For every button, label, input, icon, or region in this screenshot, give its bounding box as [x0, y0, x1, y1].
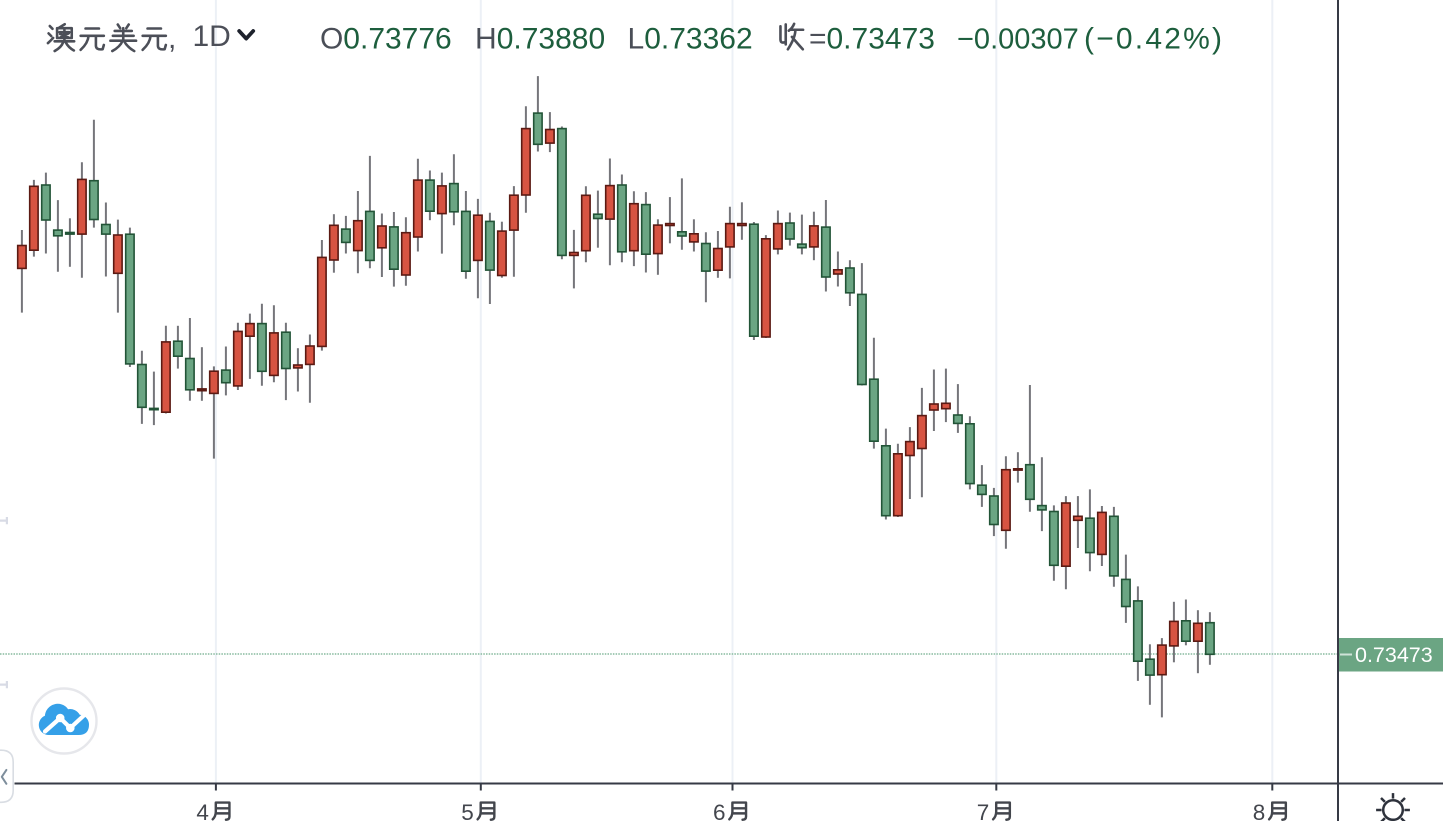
- svg-text:0.73473: 0.73473: [1355, 643, 1433, 667]
- svg-text:H: H: [475, 23, 497, 56]
- svg-text:O: O: [320, 23, 343, 56]
- svg-text:4: 4: [196, 800, 209, 821]
- svg-text:−0.00307: −0.00307: [957, 24, 1079, 56]
- svg-text:0.73776: 0.73776: [343, 23, 451, 56]
- svg-text:5: 5: [461, 800, 474, 821]
- svg-text:0.73473: 0.73473: [827, 23, 935, 56]
- svg-text:6: 6: [713, 800, 726, 821]
- svg-text:(−0.42%): (−0.42%): [1084, 23, 1224, 56]
- svg-text:0.73362: 0.73362: [644, 23, 752, 56]
- svg-text:0.73880: 0.73880: [497, 23, 605, 56]
- svg-text:8: 8: [1253, 800, 1266, 821]
- svg-text:1D: 1D: [193, 20, 231, 53]
- svg-text:L: L: [628, 23, 645, 56]
- svg-text:7: 7: [977, 800, 990, 821]
- svg-text:=: =: [809, 23, 827, 56]
- svg-text:,: ,: [168, 22, 176, 55]
